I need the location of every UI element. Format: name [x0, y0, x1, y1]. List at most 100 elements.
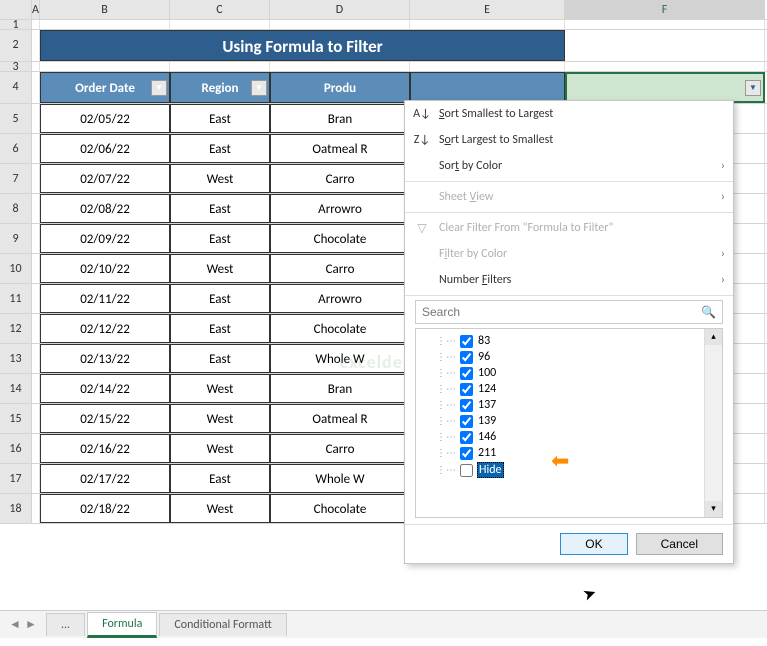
cell[interactable]: [170, 62, 270, 71]
cell-region[interactable]: West: [170, 374, 270, 403]
col-header-C[interactable]: C: [170, 0, 270, 19]
cell-product[interactable]: Chocolate: [270, 224, 410, 253]
cell-date[interactable]: 02/07/22: [40, 164, 170, 193]
cell-date[interactable]: 02/08/22: [40, 194, 170, 223]
cell[interactable]: [32, 464, 40, 493]
cell-product[interactable]: Oatmeal R: [270, 404, 410, 433]
cell-region[interactable]: East: [170, 344, 270, 373]
cell-region[interactable]: West: [170, 434, 270, 463]
sort-asc-item[interactable]: A↓ Sort Smallest to Largest: [405, 101, 733, 127]
cell[interactable]: [32, 104, 40, 133]
cell-date[interactable]: 02/09/22: [40, 224, 170, 253]
filter-checkbox[interactable]: [460, 464, 473, 477]
row-header[interactable]: 4: [0, 72, 32, 103]
filter-search-box[interactable]: 🔍: [415, 300, 723, 324]
nav-prev-icon[interactable]: ◄: [8, 617, 22, 632]
cell-date[interactable]: 02/12/22: [40, 314, 170, 343]
cell-date[interactable]: 02/11/22: [40, 284, 170, 313]
cell-product[interactable]: Whole W: [270, 464, 410, 493]
filter-value-item[interactable]: ⋮⋯146: [434, 429, 704, 445]
cell-region[interactable]: East: [170, 314, 270, 343]
filter-value-item[interactable]: ⋮⋯139: [434, 413, 704, 429]
cell-date[interactable]: 02/16/22: [40, 434, 170, 463]
cell-date[interactable]: 02/05/22: [40, 104, 170, 133]
row-header[interactable]: 5: [0, 104, 32, 133]
row-header[interactable]: 7: [0, 164, 32, 193]
filter-value-item[interactable]: ⋮⋯83: [434, 333, 704, 349]
cell[interactable]: [32, 224, 40, 253]
cell-region[interactable]: West: [170, 254, 270, 283]
row-header[interactable]: 16: [0, 434, 32, 463]
cell[interactable]: [32, 374, 40, 403]
cell-product[interactable]: Carro: [270, 164, 410, 193]
filter-checkbox[interactable]: [460, 431, 473, 444]
row-header[interactable]: 11: [0, 284, 32, 313]
filter-checkbox[interactable]: [460, 335, 473, 348]
cell-date[interactable]: 02/13/22: [40, 344, 170, 373]
row-header[interactable]: 10: [0, 254, 32, 283]
scroll-down-icon[interactable]: ▾: [705, 501, 722, 517]
cell[interactable]: [32, 134, 40, 163]
cell[interactable]: [32, 30, 40, 61]
filter-value-item[interactable]: ⋮⋯96: [434, 349, 704, 365]
cell[interactable]: [270, 62, 410, 71]
nav-next-icon[interactable]: ►: [24, 617, 38, 632]
cell-region[interactable]: East: [170, 134, 270, 163]
title-cell[interactable]: Using Formula to Filter: [40, 30, 565, 61]
cell-product[interactable]: Bran: [270, 374, 410, 403]
row-header[interactable]: 13: [0, 344, 32, 373]
cell[interactable]: [32, 344, 40, 373]
cell-date[interactable]: 02/17/22: [40, 464, 170, 493]
cell[interactable]: [565, 30, 765, 61]
cell[interactable]: [32, 494, 40, 523]
filter-checkbox[interactable]: [460, 415, 473, 428]
filter-dropdown-icon[interactable]: ▼: [151, 80, 167, 96]
cell[interactable]: [32, 434, 40, 463]
row-header[interactable]: 8: [0, 194, 32, 223]
cell-product[interactable]: Carro: [270, 254, 410, 283]
row-header[interactable]: 18: [0, 494, 32, 523]
cell[interactable]: [410, 20, 565, 29]
scrollbar[interactable]: ▴ ▾: [704, 329, 722, 517]
row-header[interactable]: 1: [0, 20, 32, 29]
cell[interactable]: [270, 20, 410, 29]
tab-formula[interactable]: Formula: [87, 612, 157, 638]
filter-checkbox[interactable]: [460, 383, 473, 396]
row-header[interactable]: 2: [0, 30, 32, 61]
col-header-A[interactable]: A: [32, 0, 40, 19]
cell-product[interactable]: Oatmeal R: [270, 134, 410, 163]
row-header[interactable]: 17: [0, 464, 32, 493]
col-header-E[interactable]: E: [410, 0, 565, 19]
header-product[interactable]: Produ: [270, 72, 410, 103]
select-all-corner[interactable]: [0, 0, 32, 19]
row-header[interactable]: 14: [0, 374, 32, 403]
tab-nav-buttons[interactable]: ◄ ►: [0, 617, 46, 632]
search-input[interactable]: [416, 301, 695, 323]
cell-region[interactable]: East: [170, 104, 270, 133]
cell-date[interactable]: 02/06/22: [40, 134, 170, 163]
filter-checkbox[interactable]: [460, 447, 473, 460]
cell[interactable]: [40, 62, 170, 71]
scroll-up-icon[interactable]: ▴: [705, 329, 722, 345]
cancel-button[interactable]: Cancel: [636, 533, 723, 555]
header-order-date[interactable]: Order Date ▼: [40, 72, 170, 103]
cell[interactable]: [32, 314, 40, 343]
filter-checkbox[interactable]: [460, 367, 473, 380]
filter-checkbox[interactable]: [460, 399, 473, 412]
cell-product[interactable]: Chocolate: [270, 314, 410, 343]
cell-product[interactable]: Whole W: [270, 344, 410, 373]
number-filters-item[interactable]: Number Filters ›: [405, 267, 733, 293]
header-e[interactable]: [410, 72, 565, 103]
cell-product[interactable]: Carro: [270, 434, 410, 463]
cell[interactable]: [410, 62, 565, 71]
row-header[interactable]: 12: [0, 314, 32, 343]
filter-value-item[interactable]: ⋮⋯124: [434, 381, 704, 397]
cell-region[interactable]: East: [170, 224, 270, 253]
filter-checkbox[interactable]: [460, 351, 473, 364]
header-region[interactable]: Region ▼: [170, 72, 270, 103]
cell[interactable]: [32, 254, 40, 283]
cell[interactable]: [32, 194, 40, 223]
cell[interactable]: [32, 404, 40, 433]
cell-region[interactable]: West: [170, 164, 270, 193]
filter-value-item[interactable]: ⋮⋯137: [434, 397, 704, 413]
